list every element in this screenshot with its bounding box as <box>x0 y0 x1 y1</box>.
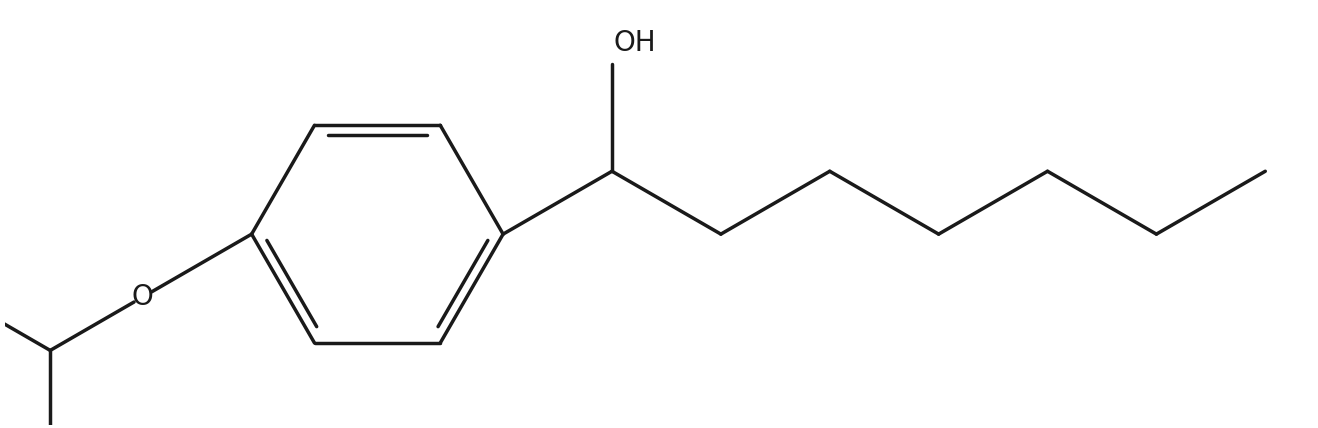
Text: O: O <box>132 283 154 311</box>
Text: OH: OH <box>614 30 656 57</box>
